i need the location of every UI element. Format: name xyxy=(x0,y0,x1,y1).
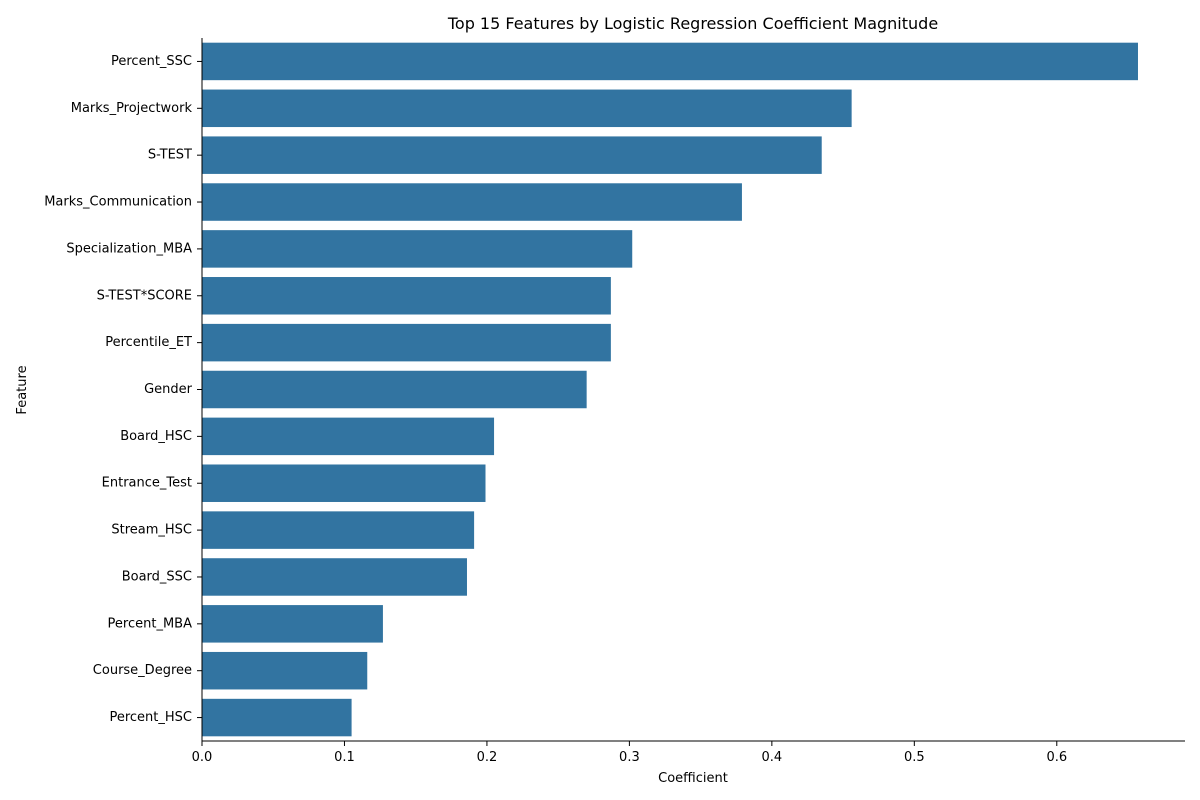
y-tick-label: Percent_HSC xyxy=(109,710,192,725)
bar-percent-hsc xyxy=(202,698,352,737)
y-tick-group: Percent_SSC Marks_Projectwork S-TEST Marks_… xyxy=(44,54,202,725)
y-tick-label: Board_HSC xyxy=(120,429,192,444)
y-tick-label: Marks_Communication xyxy=(44,195,192,210)
chart-title: Top 15 Features by Logistic Regression C… xyxy=(447,14,938,33)
y-tick-label: Marks_Projectwork xyxy=(71,101,193,116)
bar-marks-projectwork xyxy=(202,89,852,128)
bar-s-test-score xyxy=(202,277,611,315)
y-tick-label: Percentile_ET xyxy=(105,335,192,350)
x-tick-label: 0.3 xyxy=(619,750,640,765)
y-axis-label: Feature xyxy=(15,365,30,414)
bar-entrance-test xyxy=(202,464,486,502)
x-tick-label: 0.1 xyxy=(334,750,355,765)
bar-specialization-mba xyxy=(202,230,633,268)
y-tick-label: Stream_HSC xyxy=(111,523,192,538)
bar-board-hsc xyxy=(202,417,495,456)
bar-percent-mba xyxy=(202,605,383,643)
bar-percent-ssc xyxy=(202,42,1138,81)
bar-percentile-et xyxy=(202,323,611,362)
bar-board-ssc xyxy=(202,558,467,596)
y-tick-label: S-TEST*SCORE xyxy=(97,288,192,303)
bar-course-degree xyxy=(202,651,368,690)
x-axis-label: Coefficient xyxy=(658,771,728,786)
x-tick-group: 0.0 0.1 0.2 0.3 0.4 0.5 0.6 xyxy=(192,741,1067,765)
y-tick-label: Percent_SSC xyxy=(111,54,192,69)
x-tick-label: 0.2 xyxy=(477,750,498,765)
x-tick-label: 0.5 xyxy=(904,750,925,765)
y-tick-label: Board_SSC xyxy=(122,569,192,584)
bar-s-test xyxy=(202,136,822,174)
y-tick-label: Entrance_Test xyxy=(102,476,192,491)
x-tick-label: 0.4 xyxy=(762,750,783,765)
bar-stream-hsc xyxy=(202,511,475,549)
y-tick-label: Course_Degree xyxy=(93,663,192,678)
bars-group xyxy=(202,42,1138,737)
bar-marks-communication xyxy=(202,183,742,221)
x-tick-label: 0.0 xyxy=(192,750,213,765)
y-tick-label: S-TEST xyxy=(148,148,192,163)
y-tick-label: Gender xyxy=(144,382,193,397)
y-tick-label: Percent_MBA xyxy=(108,616,193,631)
y-tick-label: Specialization_MBA xyxy=(66,241,192,256)
bar-gender xyxy=(202,370,587,409)
x-tick-label: 0.6 xyxy=(1046,750,1067,765)
